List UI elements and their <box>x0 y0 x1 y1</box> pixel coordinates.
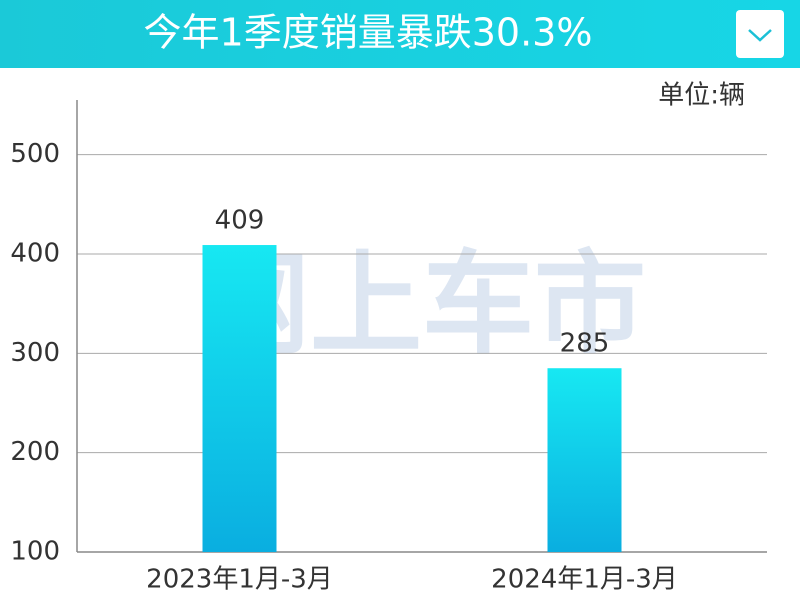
y-tick-label: 300 <box>10 338 60 368</box>
y-tick-label: 500 <box>10 139 60 169</box>
value-label: 409 <box>215 206 265 236</box>
value-label: 285 <box>560 329 610 359</box>
x-tick-label: 2023年1月-3月 <box>146 565 333 595</box>
header-bar <box>0 0 800 68</box>
y-tick-label: 100 <box>10 537 60 567</box>
chart-title: 今年1季度销量暴跌30.3% <box>144 11 593 55</box>
x-tick-label: 2024年1月-3月 <box>491 565 678 595</box>
y-tick-label: 200 <box>10 437 60 467</box>
y-tick-label: 400 <box>10 238 60 268</box>
bar <box>202 245 277 553</box>
unit-label: 单位:辆 <box>658 81 745 111</box>
dropdown-button[interactable] <box>736 10 784 58</box>
bar <box>547 368 622 552</box>
